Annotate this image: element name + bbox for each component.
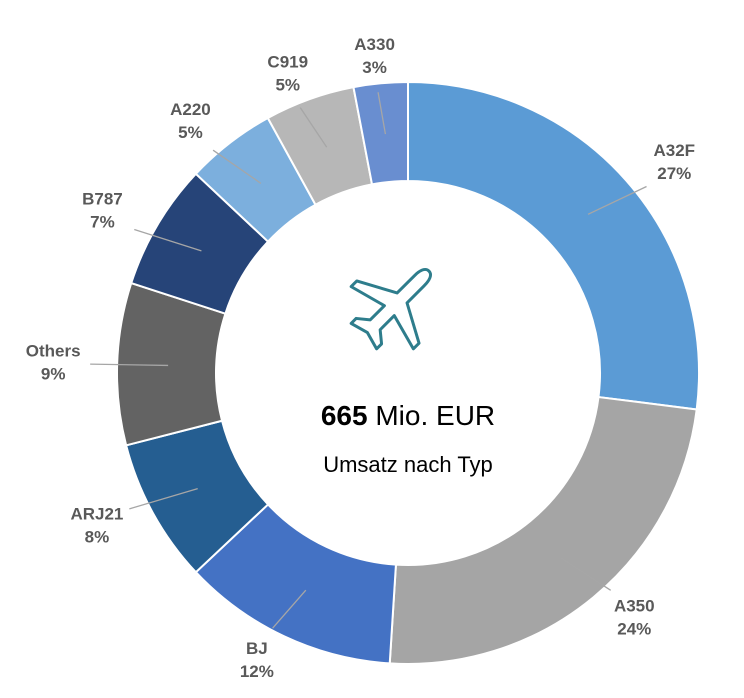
donut-segment [352,80,409,186]
segment-name: C919 [267,52,308,71]
segment-value-label: 5% [275,75,300,94]
leader-line [134,228,202,252]
leader-line [212,149,262,184]
segment-value-label: 24% [617,620,651,639]
leader-line [299,107,328,148]
segment-value-label: 12% [240,662,274,681]
segment-name: A330 [354,35,395,54]
center-unit: Mio. EUR [375,400,495,431]
center-caption: Umsatz nach Typ [323,452,493,477]
leader-line [587,185,647,215]
segment-name: Others [26,341,81,360]
leader-line [377,92,387,135]
segment-name: B787 [82,190,123,209]
donut-segment [388,395,698,665]
segment-name: BJ [246,639,268,658]
segment-value-label: 27% [657,164,691,183]
center-value: 665 [321,400,368,431]
segment-name: A220 [170,100,211,119]
leader-line [129,487,198,510]
segment-value-label: 5% [178,123,203,142]
airplane-icon [349,268,432,351]
donut-segment [407,80,700,411]
leader-line [560,557,612,591]
center-total: 665 Mio. EUR [321,400,495,431]
segment-value-label: 7% [90,213,115,232]
leader-line [272,589,307,629]
segment-value-label: 3% [362,58,387,77]
segment-name: A32F [654,141,696,160]
segment-name: ARJ21 [70,505,123,524]
leader-line [90,363,169,367]
segment-value-label: 8% [85,528,110,547]
segment-name: A350 [614,597,655,616]
segment-value-label: 9% [41,364,66,383]
